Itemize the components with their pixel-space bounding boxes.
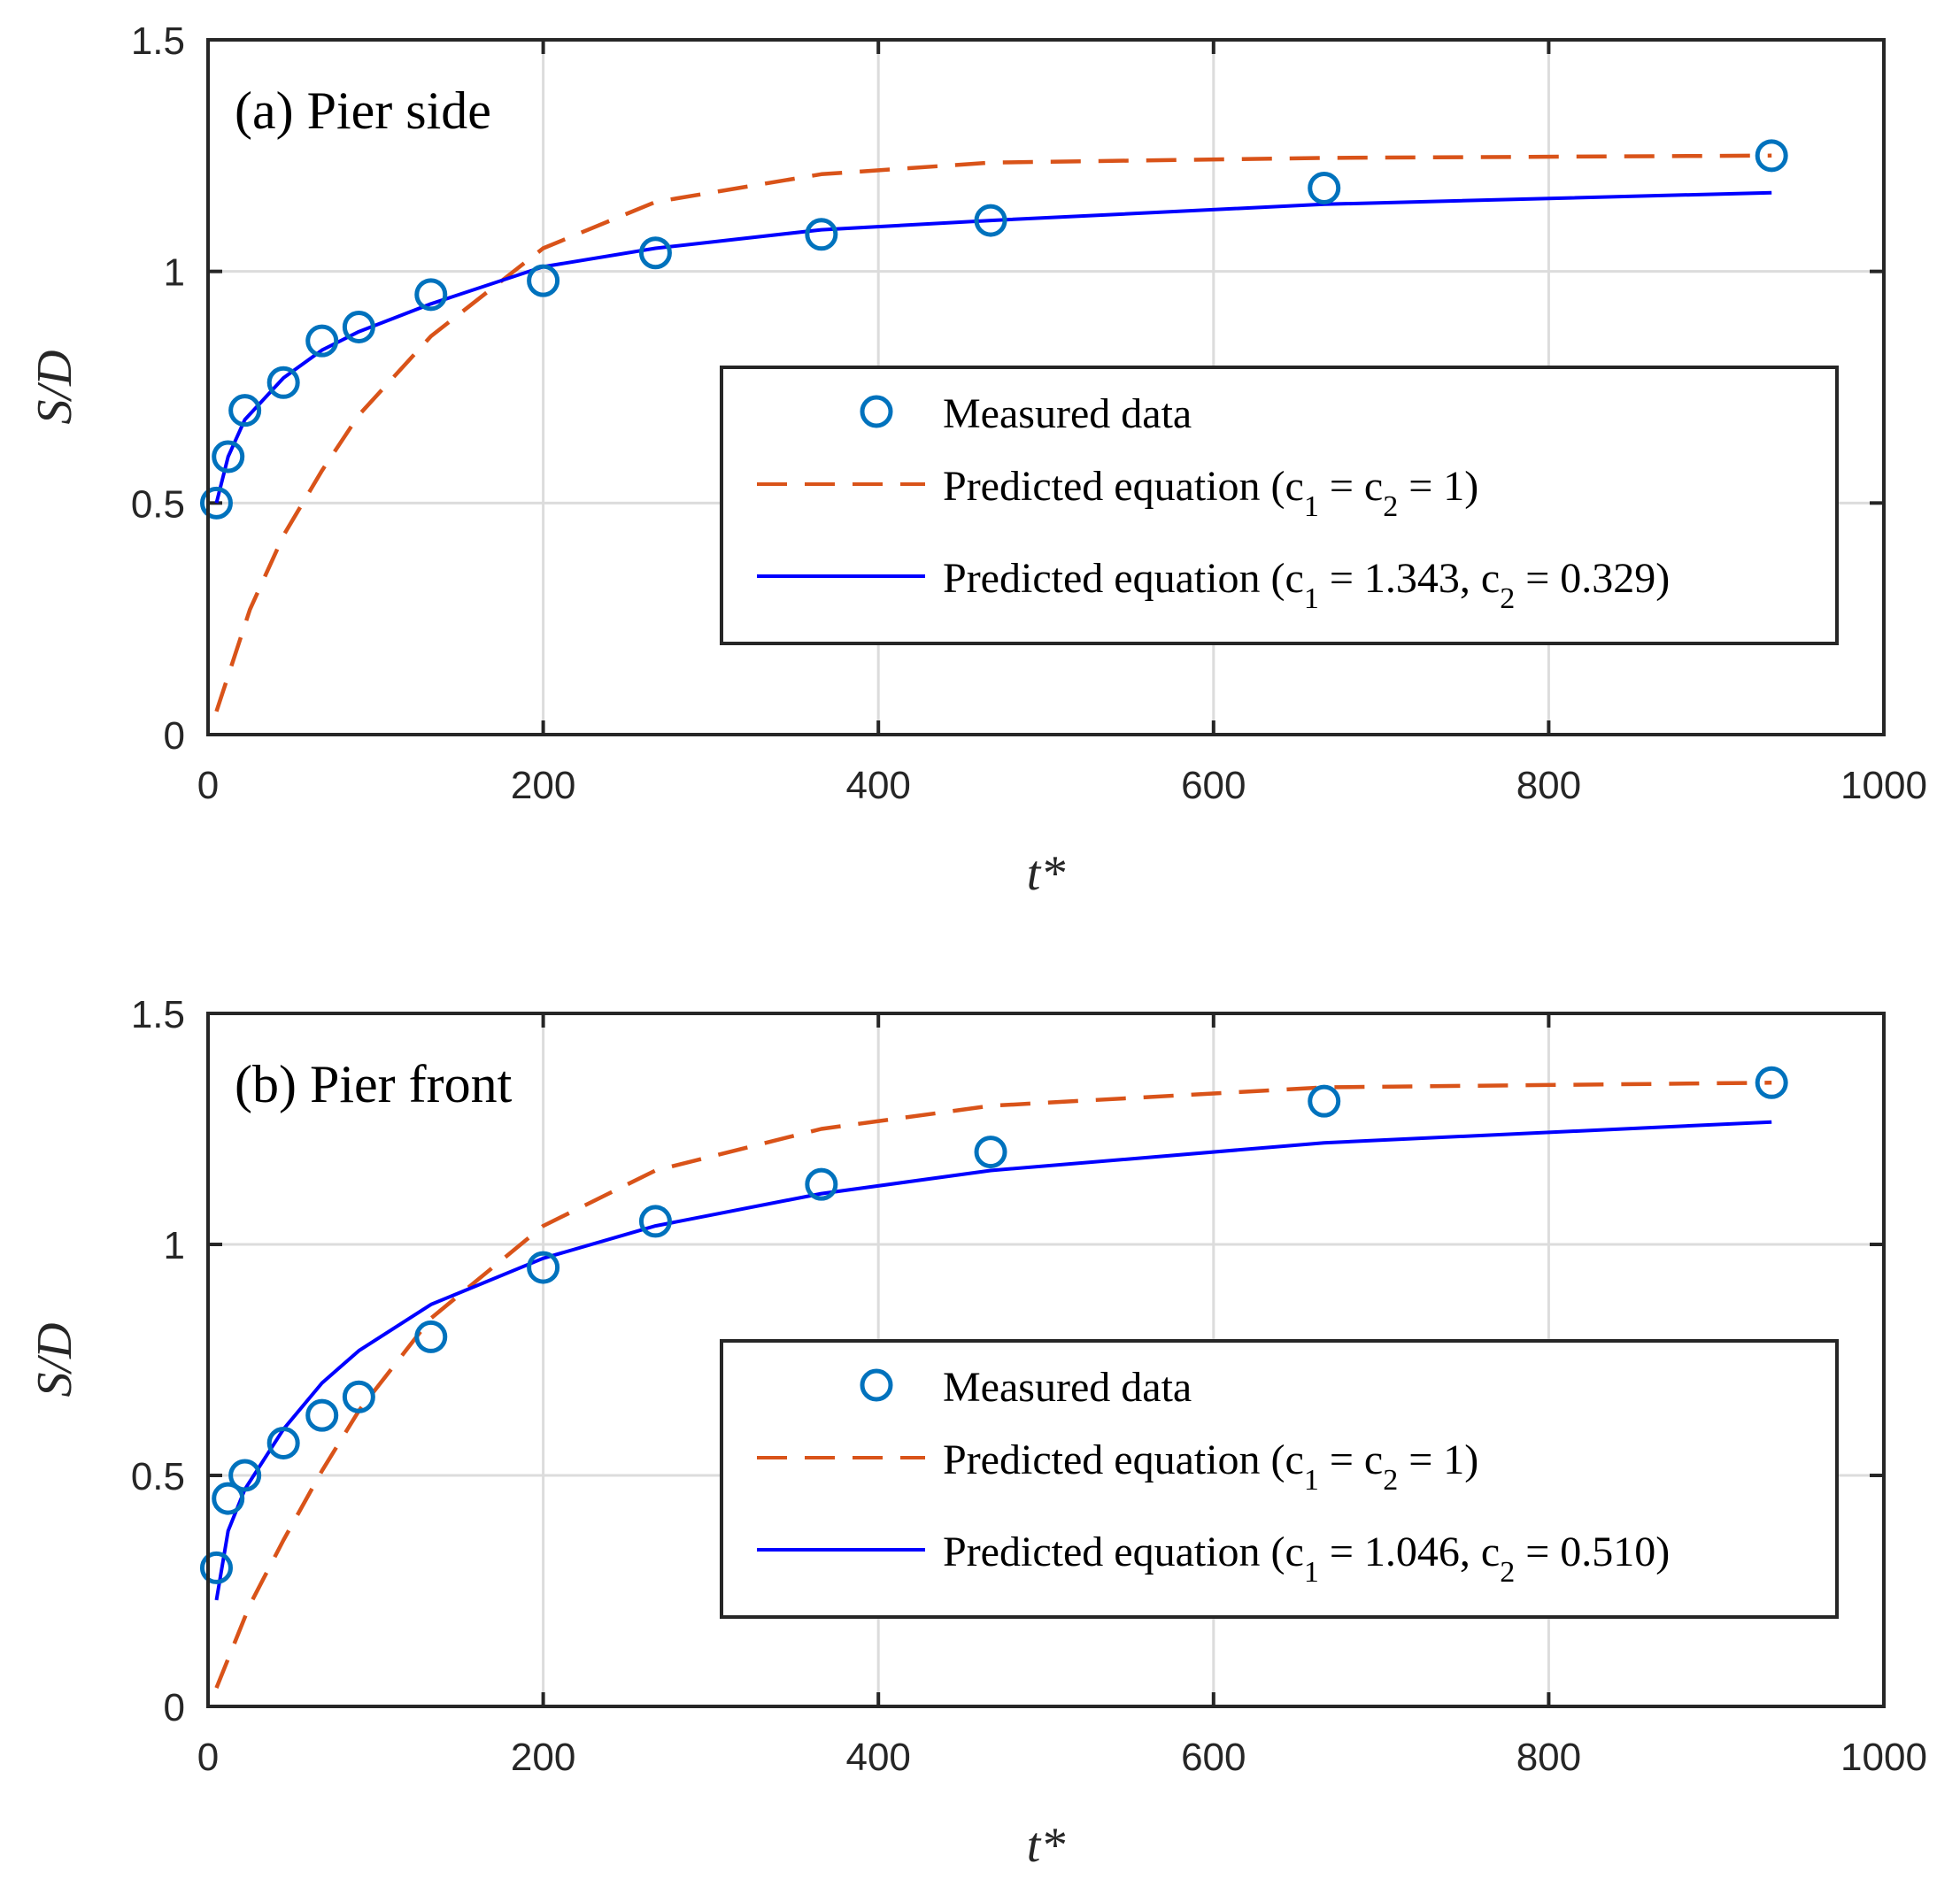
chart-panel-a: 0 200 400 600 800 1000 0 0.5 1 1.5 (a) Pier side t*… [27, 19, 1927, 901]
measured-point [228, 1459, 262, 1492]
legend-label-part: = 1) [1398, 463, 1478, 510]
y-tick-label: 1.5 [131, 993, 185, 1036]
measured-point [212, 1482, 245, 1515]
y-axis-label: S/D [27, 1323, 82, 1398]
measured-point [638, 236, 672, 270]
legend-subscript: 2 [1500, 582, 1515, 615]
legend-label-part: Predicted equation (c [943, 1436, 1304, 1483]
legend-label-measured: Measured data [943, 1364, 1192, 1411]
legend-subscript: 1 [1304, 1464, 1319, 1497]
x-tick-label: 400 [845, 764, 910, 807]
y-tick-label: 0 [164, 1686, 185, 1729]
measured-point [199, 1551, 233, 1584]
measured-point [974, 1136, 1007, 1169]
x-tick-label: 200 [511, 1736, 575, 1779]
legend-subscript: 1 [1304, 1556, 1319, 1589]
measured-point [342, 310, 375, 343]
y-tick-label: 1.5 [131, 19, 185, 63]
legend-label-default: Predicted equation (c1 = c2 = 1) [943, 1436, 1478, 1497]
legend-label-fitted: Predicted equation (c1 = 1.046, c2 = 0.5… [943, 1529, 1670, 1589]
measured-point [1755, 1066, 1788, 1099]
measured-point [1308, 1084, 1341, 1118]
measured-point [199, 486, 233, 520]
measured-point [305, 1398, 339, 1432]
x-tick-label: 800 [1516, 764, 1581, 807]
legend-label-part: Predicted equation (c [943, 1529, 1304, 1575]
measured-point [805, 218, 838, 251]
measured-point [266, 1426, 300, 1459]
x-tick-label: 0 [197, 1736, 219, 1779]
panel-title: (a) Pier side [235, 81, 491, 140]
chart-panel-b: 0 200 400 600 800 1000 0 0.5 1 1.5 (b) Pier front t… [27, 993, 1927, 1873]
x-tick-label: 600 [1181, 764, 1246, 807]
measured-point [305, 324, 339, 358]
panel-title: (b) Pier front [235, 1055, 513, 1113]
measured-point [1755, 139, 1788, 173]
legend-subscript: 2 [1383, 490, 1398, 523]
legend-label-part: Predicted equation (c [943, 555, 1304, 602]
axes-frame [206, 1012, 1886, 1708]
legend-label-part: = 1.343, c [1319, 555, 1500, 602]
x-tick-label: 400 [845, 1736, 910, 1779]
x-axis-label: t* [1027, 846, 1066, 901]
legend-marker-measured [860, 1368, 893, 1402]
legend-label-part: = 1.046, c [1319, 1529, 1500, 1575]
measured-point [527, 1251, 560, 1284]
measured-point [266, 366, 300, 399]
x-tick-label: 1000 [1840, 1736, 1927, 1779]
y-tick-label: 1 [164, 251, 185, 295]
legend-box [720, 366, 1839, 645]
measured-point [805, 1167, 838, 1201]
legend-label-part: = 1) [1398, 1436, 1478, 1483]
predicted-line-default [214, 1081, 1772, 1689]
measured-point [974, 204, 1007, 237]
y-tick-label: 1 [164, 1224, 185, 1267]
legend-subscript: 1 [1304, 582, 1319, 615]
legend-label-part: = c [1319, 463, 1383, 510]
legend-label-measured: Measured data [943, 390, 1192, 437]
measured-point [342, 1380, 375, 1413]
legend-label-part: = 0.329) [1515, 555, 1670, 602]
legend-label-default: Predicted equation (c1 = c2 = 1) [943, 463, 1478, 523]
legend-box [720, 1339, 1839, 1619]
y-tick-label: 0.5 [131, 1455, 185, 1498]
measured-point [414, 278, 448, 312]
predicted-line-fitted [214, 190, 1772, 504]
measured-point [527, 264, 560, 297]
x-tick-label: 600 [1181, 1736, 1246, 1779]
x-tick-label: 1000 [1840, 764, 1927, 807]
measured-point [1308, 171, 1341, 204]
measured-point [212, 440, 245, 474]
measured-point [638, 1205, 672, 1238]
legend-subscript: 1 [1304, 490, 1319, 523]
legend-marker-measured [860, 395, 893, 428]
x-tick-label: 200 [511, 764, 575, 807]
legend-label-part: = 0.510) [1515, 1529, 1670, 1575]
axes-frame [206, 38, 1886, 736]
legend-subscript: 2 [1500, 1556, 1515, 1589]
x-axis-label: t* [1027, 1818, 1066, 1873]
legend-label-fitted: Predicted equation (c1 = 1.343, c2 = 0.3… [943, 555, 1670, 615]
x-tick-label: 0 [197, 764, 219, 807]
y-tick-label: 0 [164, 714, 185, 758]
legend-label-part: = c [1319, 1436, 1383, 1483]
measured-point [228, 394, 262, 427]
y-tick-label: 0.5 [131, 482, 185, 526]
measured-point [414, 1320, 448, 1353]
y-axis-label: S/D [27, 350, 82, 425]
legend-label-part: Predicted equation (c [943, 463, 1304, 510]
legend-subscript: 2 [1383, 1464, 1398, 1497]
x-tick-label: 800 [1516, 1736, 1581, 1779]
